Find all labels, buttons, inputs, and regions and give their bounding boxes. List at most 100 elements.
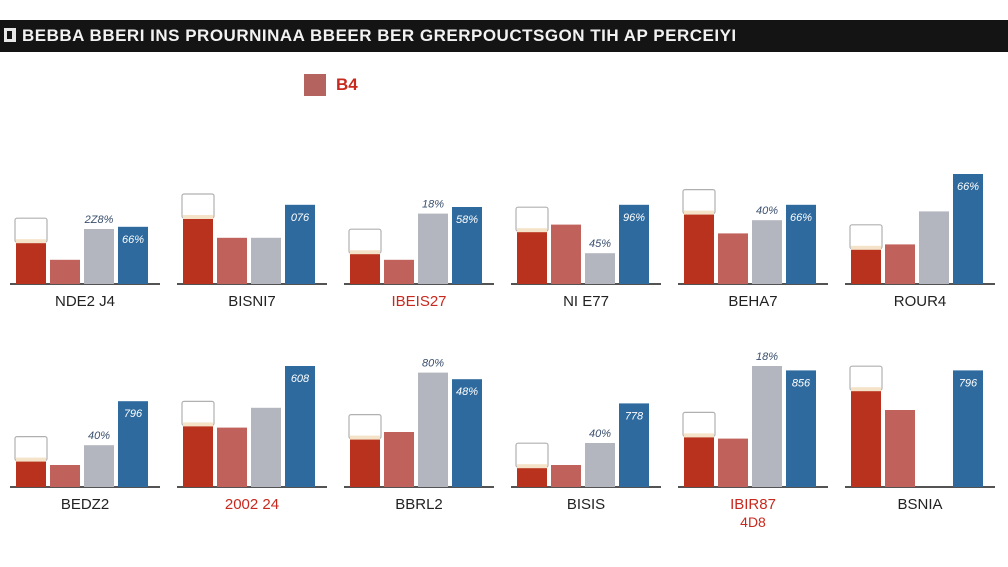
value-label: 608 — [291, 373, 310, 385]
bar-gray — [418, 372, 448, 487]
bar-beer — [517, 231, 547, 284]
bar-beer — [16, 242, 46, 284]
category-label: BISIS — [567, 496, 605, 513]
beer-foam — [350, 250, 380, 255]
bar-beer — [851, 248, 881, 284]
beer-foam — [684, 433, 714, 438]
value-label: 2Z8% — [84, 214, 114, 226]
beer-foam — [517, 464, 547, 469]
value-label: 80% — [422, 358, 444, 370]
bar-gray — [752, 220, 782, 284]
bar-blue — [118, 401, 148, 487]
bar-blue — [452, 379, 482, 487]
glass-outline — [515, 442, 549, 468]
glass-outline — [682, 411, 716, 437]
beer-foam — [183, 215, 213, 219]
bar-salmon — [718, 438, 748, 487]
bar-salmon — [718, 233, 748, 284]
chart-panel: 80% 48% BBRL2 — [344, 358, 494, 513]
beer-foam — [350, 435, 380, 440]
title-bar: BEBBA BBERI INS PROURNINAA BBEER BER GRE… — [0, 20, 1008, 52]
category-label: BEDZ2 — [61, 496, 109, 513]
value-label: 40% — [88, 430, 110, 442]
bar-blue — [619, 204, 649, 284]
bar-salmon — [217, 237, 247, 284]
bar-blue — [953, 370, 983, 487]
category-label: IBIR87 — [730, 496, 776, 513]
beer-foam — [183, 422, 213, 427]
bar-salmon — [217, 427, 247, 487]
value-label: 18% — [422, 199, 444, 211]
bar-salmon — [885, 410, 915, 487]
chart-panel: 608 2002 24 — [177, 366, 327, 513]
bar-salmon — [50, 465, 80, 487]
value-label: 796 — [124, 408, 143, 420]
value-label: 66% — [122, 234, 144, 246]
bar-gray — [585, 443, 615, 487]
bar-gray — [251, 237, 281, 284]
bar-salmon — [551, 465, 581, 487]
chart-panel: 40% 66% BEHA7 — [678, 189, 828, 310]
glass-outline — [515, 206, 549, 232]
glass-outline — [181, 400, 215, 426]
bar-beer — [16, 460, 46, 487]
beer-foam — [851, 245, 881, 250]
value-label: 40% — [756, 205, 778, 217]
glass-outline — [348, 414, 382, 440]
chart-panel: 40% 778 BISIS — [511, 403, 661, 513]
value-label: 18% — [756, 351, 778, 363]
value-label: 778 — [625, 410, 644, 422]
bar-blue — [452, 207, 482, 284]
category-annotation: 4D8 — [740, 514, 766, 530]
value-label: 856 — [792, 377, 811, 389]
category-label: NDE2 J4 — [55, 293, 115, 310]
bar-salmon — [384, 259, 414, 284]
beer-foam — [16, 457, 46, 462]
bar-blue — [118, 226, 148, 284]
beer-foam — [517, 228, 547, 233]
bar-beer — [684, 436, 714, 487]
bar-beer — [517, 467, 547, 487]
value-label: 076 — [291, 212, 310, 224]
category-label: ROUR4 — [894, 293, 947, 310]
value-label: 66% — [790, 212, 812, 224]
glass-outline — [849, 365, 883, 391]
glass-outline — [14, 217, 48, 243]
bar-gray — [418, 213, 448, 284]
value-label: 96% — [623, 212, 645, 224]
glass-outline — [181, 193, 215, 219]
chart-panel: 076 BISNI7 — [177, 193, 327, 310]
glass-outline — [849, 224, 883, 250]
value-label: 48% — [456, 386, 478, 398]
bar-beer — [851, 390, 881, 487]
value-label: 66% — [957, 181, 979, 193]
value-label: 58% — [456, 214, 478, 226]
glass-outline — [682, 189, 716, 215]
beer-foam — [16, 239, 46, 244]
value-label: 40% — [589, 428, 611, 440]
category-label: 2002 24 — [225, 496, 279, 513]
bar-gray — [84, 445, 114, 487]
bar-gray — [752, 366, 782, 487]
bar-gray — [251, 407, 281, 487]
bar-blue — [953, 174, 983, 284]
legend-label: B4 — [336, 75, 358, 94]
bar-salmon — [384, 432, 414, 487]
chart-title: BEBBA BBERI INS PROURNINAA BBEER BER GRE… — [22, 26, 737, 45]
bar-gray — [585, 253, 615, 284]
bar-blue — [786, 204, 816, 284]
legend-swatch — [304, 74, 326, 96]
value-label: 796 — [959, 377, 978, 389]
glass-outline — [348, 228, 382, 254]
document-icon — [4, 28, 16, 42]
bar-beer — [350, 438, 380, 487]
category-label: BISNI7 — [228, 293, 276, 310]
glass-outline — [14, 436, 48, 462]
beer-foam — [851, 387, 881, 392]
chart-panel: 66% ROUR4 — [845, 174, 995, 310]
category-label: IBEIS27 — [391, 293, 446, 310]
bar-gray — [84, 229, 114, 284]
bar-beer — [684, 213, 714, 284]
